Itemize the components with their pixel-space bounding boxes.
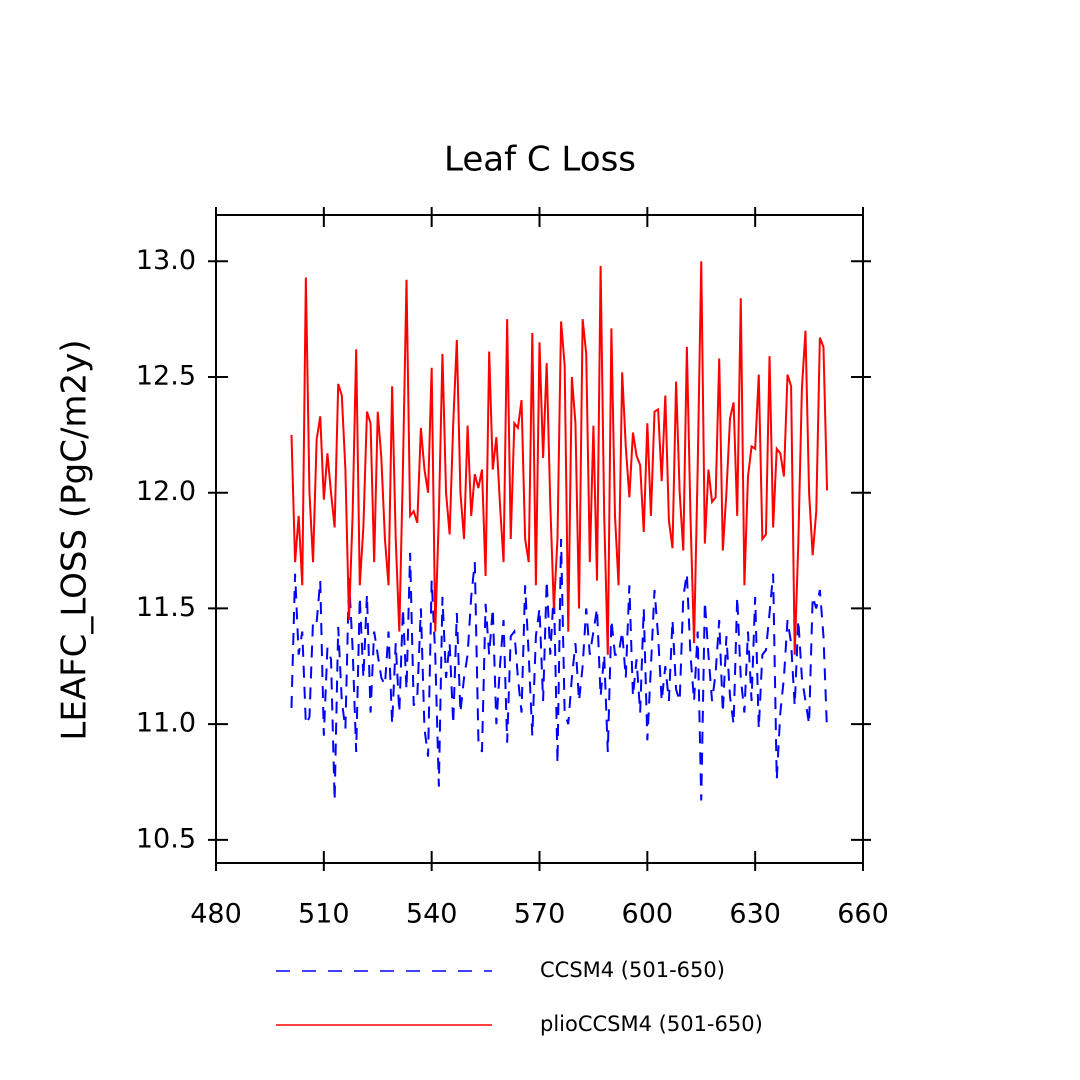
y-tick-label: 10.5 bbox=[136, 823, 196, 854]
x-tick-label: 510 bbox=[298, 899, 350, 930]
legend-label: CCSM4 (501-650) bbox=[540, 958, 725, 982]
legend-label: plioCCSM4 (501-650) bbox=[540, 1012, 763, 1036]
x-tick-label: 570 bbox=[514, 899, 566, 930]
data-line bbox=[290, 538, 829, 801]
x-tick-label: 600 bbox=[622, 899, 674, 930]
y-tick-label: 11.0 bbox=[136, 708, 196, 739]
x-tick-label: 540 bbox=[406, 899, 458, 930]
y-tick-label: 13.0 bbox=[136, 245, 196, 276]
y-tick-label: 12.0 bbox=[136, 476, 196, 507]
y-tick-label: 11.5 bbox=[136, 592, 196, 623]
chart-title: Leaf C Loss bbox=[444, 140, 636, 180]
y-axis-label: LEAFC_LOSS (PgC/m2y) bbox=[55, 339, 95, 740]
x-tick-label: 660 bbox=[837, 899, 889, 930]
x-tick-label: 480 bbox=[190, 899, 242, 930]
data-line bbox=[290, 261, 829, 655]
y-tick-label: 12.5 bbox=[136, 361, 196, 392]
x-tick-label: 630 bbox=[729, 899, 781, 930]
